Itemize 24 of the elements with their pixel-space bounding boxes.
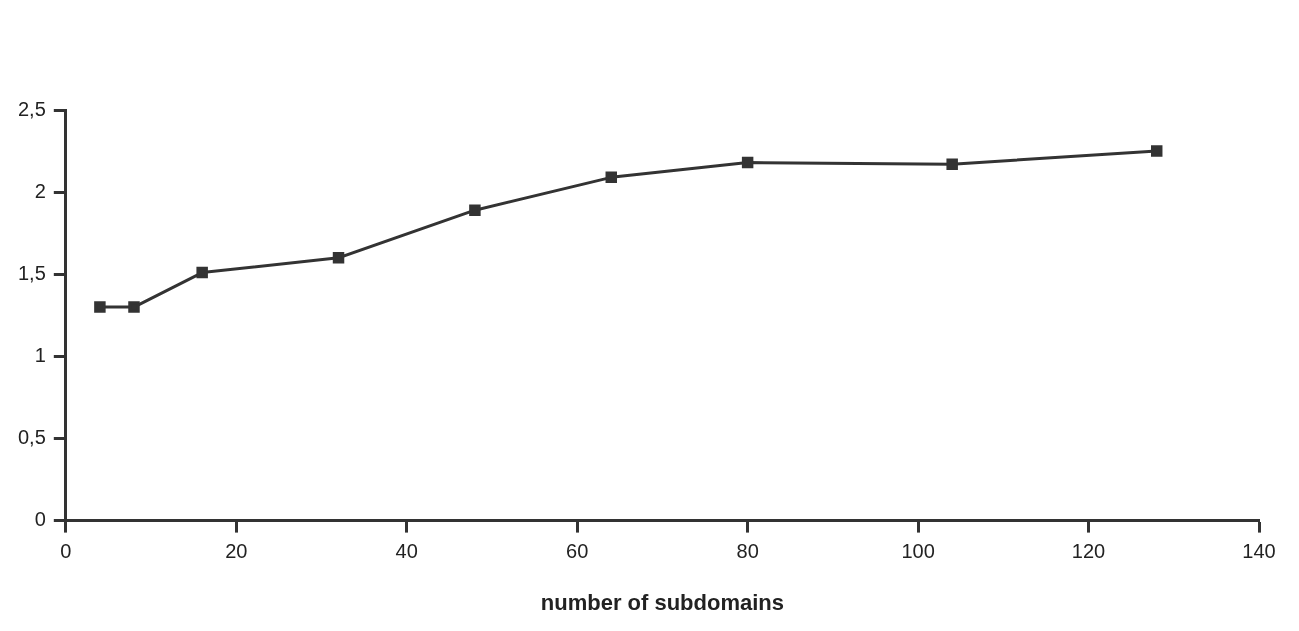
y-tick-label: 2	[34, 179, 46, 202]
x-tick-label: 80	[736, 540, 759, 563]
y-tick-label: 1,5	[17, 261, 46, 284]
x-tick-label: 140	[1242, 540, 1276, 563]
y-tick-label: 0	[34, 508, 46, 531]
point	[946, 158, 958, 170]
x-tick-label: 60	[566, 540, 589, 563]
point	[605, 171, 618, 184]
point	[741, 156, 754, 169]
point	[1150, 145, 1163, 157]
point	[196, 266, 208, 279]
point	[94, 301, 106, 313]
x-tick-label: 100	[901, 540, 935, 563]
point	[128, 301, 140, 313]
x-axis-title: number of subdomains	[540, 589, 785, 615]
x-tick-label: 40	[395, 540, 418, 563]
x-tick-label: 20	[225, 540, 248, 563]
point	[332, 252, 345, 264]
x-tick-label: 120	[1071, 540, 1106, 563]
y-tick-label: 2,5	[17, 97, 46, 120]
y-tick-label: 1	[34, 343, 46, 366]
x-tick-label: 0	[60, 540, 72, 563]
point	[469, 204, 481, 216]
y-tick-label: 0,5	[17, 426, 46, 448]
